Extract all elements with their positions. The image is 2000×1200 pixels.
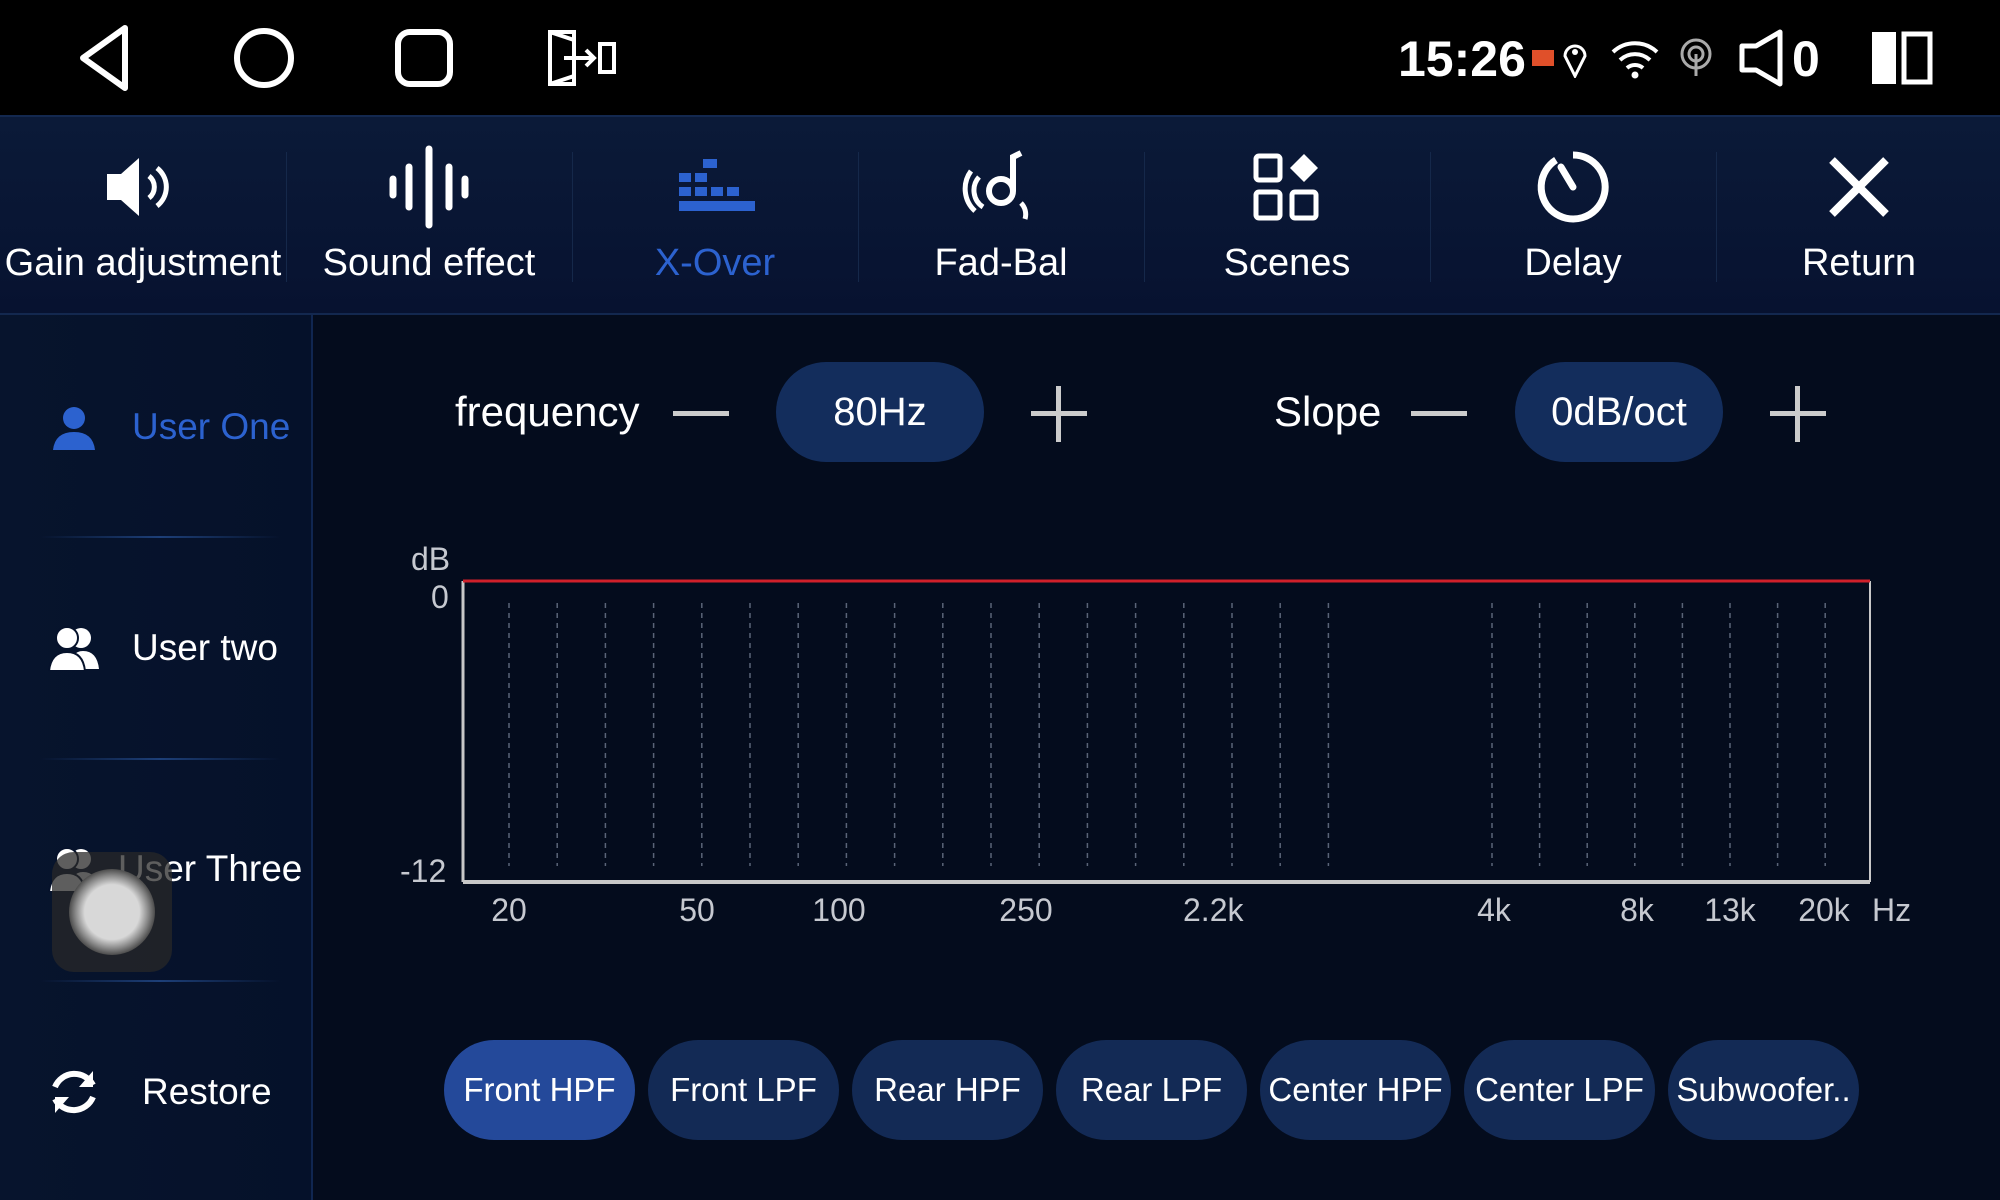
- slope-value[interactable]: 0dB/oct: [1515, 362, 1723, 462]
- clock: 15:26: [1398, 31, 1526, 87]
- channel-button-center-hpf[interactable]: Center HPF: [1260, 1040, 1451, 1140]
- tab-label: Fad-Bal: [934, 242, 1068, 284]
- channel-button-rear-hpf[interactable]: Rear HPF: [852, 1040, 1043, 1140]
- hotspot-icon: [1678, 30, 1714, 85]
- frequency-label: frequency: [455, 388, 640, 435]
- tab-label: Scenes: [1223, 242, 1351, 284]
- x-tick-label: 20k: [1798, 892, 1850, 928]
- tab-scenes[interactable]: Scenes: [1144, 117, 1430, 313]
- tab-delay[interactable]: Delay: [1430, 117, 1716, 313]
- bars-icon: [572, 147, 858, 227]
- x-tick-label: 100: [812, 892, 866, 928]
- back-icon[interactable]: [65, 20, 145, 95]
- divider: [1430, 152, 1431, 282]
- assistive-touch-button[interactable]: [52, 852, 172, 972]
- x-tick-label: 250: [999, 892, 1053, 928]
- sidebar-item-user-one[interactable]: User One: [0, 377, 313, 477]
- assistive-touch-knob: [69, 869, 155, 955]
- volume-level: 0: [1792, 31, 1820, 87]
- tab-sound-effect[interactable]: Sound effect: [286, 117, 572, 313]
- sidebar-item-user-two[interactable]: User two: [0, 598, 313, 698]
- x-tick-label: 20: [491, 892, 527, 928]
- timer-icon: [1430, 147, 1716, 227]
- waveform-icon: [286, 145, 572, 229]
- x-tick-label: 13k: [1704, 892, 1756, 928]
- divider: [1716, 152, 1717, 282]
- slope-decrease-button[interactable]: [1411, 411, 1467, 416]
- divider: [286, 152, 287, 282]
- speaker-icon[interactable]: [1738, 29, 1788, 86]
- refresh-icon: [44, 1062, 104, 1122]
- x-tick-label: 8k: [1620, 892, 1654, 928]
- tab-x-over[interactable]: X-Over: [572, 117, 858, 313]
- tab-label: Delay: [1524, 242, 1622, 284]
- sidebar-item-label: Restore: [142, 1071, 272, 1112]
- tab-return[interactable]: Return: [1716, 117, 2000, 313]
- channel-button-subwoofer[interactable]: Subwoofer..: [1668, 1040, 1859, 1140]
- x-tick-label: 4k: [1477, 892, 1511, 928]
- recents-icon[interactable]: [384, 20, 464, 95]
- tab-gain-adjustment[interactable]: Gain adjustment: [0, 117, 286, 313]
- sidebar-item-label: User One: [132, 406, 291, 447]
- split-screen-icon[interactable]: [544, 20, 624, 95]
- status-bar: 15:26 0: [0, 0, 2000, 115]
- frequency-increase-button[interactable]: [1031, 386, 1087, 442]
- tab-label: Return: [1801, 242, 1917, 284]
- speaker-icon: [0, 147, 286, 227]
- slope-increase-button[interactable]: [1770, 386, 1826, 442]
- home-icon[interactable]: [224, 20, 304, 95]
- cast-icon: [1530, 30, 1556, 85]
- channel-button-rear-lpf[interactable]: Rear LPF: [1056, 1040, 1247, 1140]
- wifi-icon: [1610, 30, 1660, 85]
- tab-label: Gain adjustment: [4, 242, 282, 284]
- users-icon: [44, 618, 104, 678]
- divider: [1144, 152, 1145, 282]
- grid-icon: [1144, 147, 1430, 227]
- surround-icon: [858, 147, 1144, 227]
- channel-button-front-hpf[interactable]: Front HPF: [444, 1040, 635, 1140]
- divider: [572, 152, 573, 282]
- tab-label: Sound effect: [322, 242, 536, 284]
- y-tick-label: 0: [431, 579, 449, 615]
- x-tick-label: 50: [679, 892, 715, 928]
- y-unit-label: dB: [411, 541, 451, 577]
- divider: [40, 980, 280, 982]
- divider: [40, 758, 280, 760]
- location-icon: [1560, 30, 1590, 85]
- tab-label: X-Over: [654, 242, 776, 284]
- sidebar-item-label: User two: [132, 627, 278, 668]
- y-tick-label: -12: [400, 853, 447, 889]
- dual-pane-icon[interactable]: [1870, 30, 1934, 85]
- frequency-decrease-button[interactable]: [673, 411, 729, 416]
- sidebar-item-restore[interactable]: Restore: [0, 1042, 313, 1142]
- divider: [40, 536, 280, 538]
- x-tick-label: 2.2k: [1183, 892, 1244, 928]
- user-icon: [44, 397, 104, 457]
- x-unit-label: Hz: [1872, 892, 1912, 928]
- channel-button-center-lpf[interactable]: Center LPF: [1464, 1040, 1655, 1140]
- sidebar: User One User two User Three Restore: [0, 315, 313, 1200]
- tab-bar: Gain adjustment Sound effect X-Over Fad-…: [0, 115, 2000, 315]
- close-icon: [1716, 147, 2000, 227]
- slope-label: Slope: [1274, 388, 1382, 435]
- divider: [858, 152, 859, 282]
- tab-fad-bal[interactable]: Fad-Bal: [858, 117, 1144, 313]
- channel-button-front-lpf[interactable]: Front LPF: [648, 1040, 839, 1140]
- frequency-value[interactable]: 80Hz: [776, 362, 984, 462]
